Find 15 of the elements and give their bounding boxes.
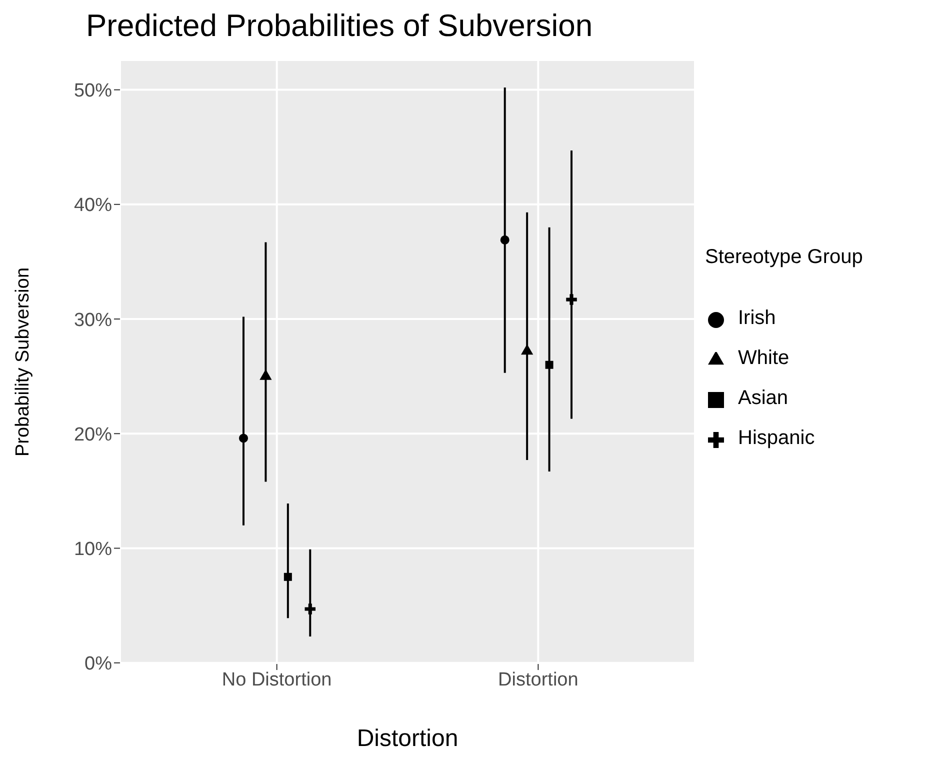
x-tick-label: No Distortion — [222, 669, 332, 690]
legend-label: White — [738, 347, 790, 369]
y-axis-title: Probability Subversion — [12, 267, 34, 457]
y-tick-label: 30% — [74, 310, 112, 331]
legend-label: Hispanic — [738, 427, 815, 449]
legend-label: Irish — [738, 307, 776, 329]
y-tick-label: 10% — [74, 538, 112, 560]
chart-title: Predicted Probabilities of Subversion — [86, 8, 593, 44]
y-tick-label: 20% — [74, 424, 112, 446]
x-axis-title: Distortion — [356, 725, 458, 752]
y-tick-label: 50% — [74, 80, 112, 102]
legend-label: Asian — [738, 387, 788, 409]
legend-title: Stereotype Group — [705, 246, 863, 269]
y-tick-label: 40% — [74, 195, 112, 216]
y-tick-label: 0% — [84, 654, 112, 675]
